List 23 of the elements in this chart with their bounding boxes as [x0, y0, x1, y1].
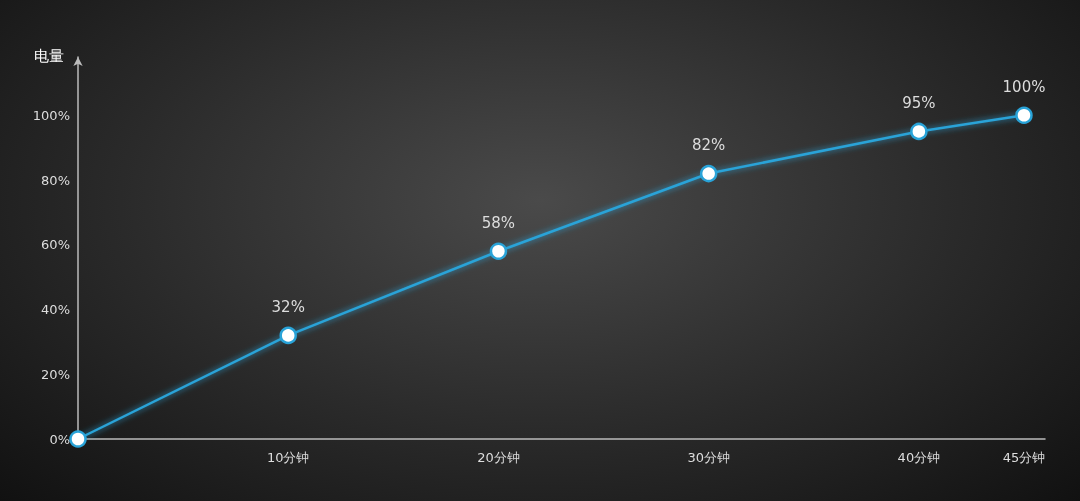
point	[1015, 106, 1033, 125]
point	[910, 122, 928, 141]
point	[489, 242, 508, 260]
x-tick-label: 30分钟	[687, 450, 730, 465]
y-tick-label: 20%	[41, 366, 70, 382]
y-tick-label: 0%	[49, 431, 70, 447]
y-tick-label: 40%	[41, 302, 70, 318]
x-tick-label: 20分钟	[477, 450, 520, 465]
point	[69, 430, 87, 448]
y-tick-label: 80%	[41, 172, 70, 188]
data-label: 100%	[1002, 78, 1046, 97]
data-label: 95%	[902, 94, 936, 113]
y-axis-title: 电量	[34, 46, 64, 65]
x-tick-label: 40分钟	[897, 450, 941, 465]
x-tick-label: 10分钟	[266, 450, 310, 465]
data-label: 82%	[691, 136, 726, 155]
data-label: 58%	[481, 213, 516, 232]
data-label: 32%	[271, 298, 305, 317]
point	[699, 164, 718, 183]
y-tick-label: 100%	[32, 107, 70, 123]
x-tick-label: 45分钟	[1002, 450, 1046, 465]
point	[279, 326, 297, 345]
y-tick-label: 60%	[41, 237, 70, 253]
